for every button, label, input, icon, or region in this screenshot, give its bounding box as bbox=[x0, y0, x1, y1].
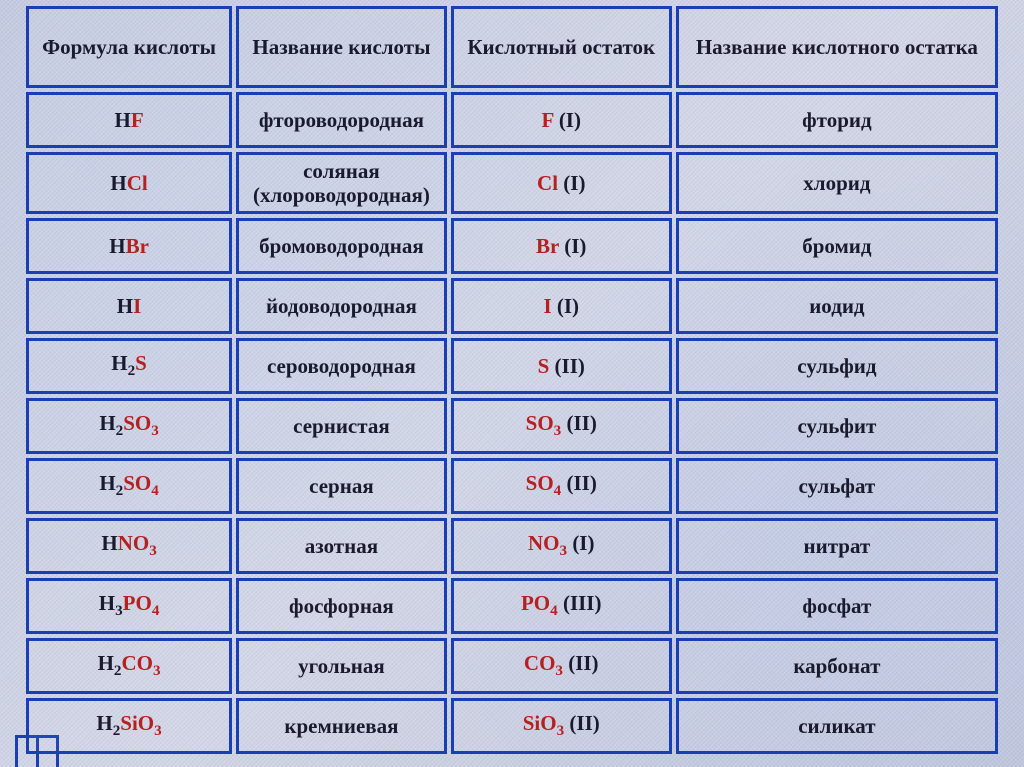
table-row: H2SсероводороднаяS (II)сульфид bbox=[26, 338, 998, 394]
cell-acid-name: фосфорная bbox=[236, 578, 447, 634]
cell-formula: HNO3 bbox=[26, 518, 232, 574]
cell-residue-name: сульфит bbox=[676, 398, 998, 454]
cell-acid-name: серная bbox=[236, 458, 447, 514]
cell-residue: PO4 (III) bbox=[451, 578, 672, 634]
table-row: H2CO3угольнаяCO3 (II)карбонат bbox=[26, 638, 998, 694]
cell-residue-name: иодид bbox=[676, 278, 998, 334]
cell-formula: H2SO3 bbox=[26, 398, 232, 454]
cell-residue-name: силикат bbox=[676, 698, 998, 754]
cell-residue: Cl (I) bbox=[451, 152, 672, 214]
table-row: H2SO3сернистаяSO3 (II)сульфит bbox=[26, 398, 998, 454]
cell-acid-name: фтороводородная bbox=[236, 92, 447, 148]
cell-acid-name: йодоводородная bbox=[236, 278, 447, 334]
cell-residue-name: бромид bbox=[676, 218, 998, 274]
cell-formula: H2CO3 bbox=[26, 638, 232, 694]
cell-acid-name: сернистая bbox=[236, 398, 447, 454]
acids-table: Формула кислоты Название кислоты Кислотн… bbox=[22, 2, 1002, 758]
cell-formula: H3PO4 bbox=[26, 578, 232, 634]
cell-residue: Br (I) bbox=[451, 218, 672, 274]
cell-residue: SO3 (II) bbox=[451, 398, 672, 454]
cell-residue: CO3 (II) bbox=[451, 638, 672, 694]
cell-residue: NO3 (I) bbox=[451, 518, 672, 574]
table-row: H2SiO3кремниеваяSiO3 (II)силикат bbox=[26, 698, 998, 754]
cell-residue: SO4 (II) bbox=[451, 458, 672, 514]
cell-residue-name: сульфид bbox=[676, 338, 998, 394]
cell-formula: HF bbox=[26, 92, 232, 148]
cell-residue-name: нитрат bbox=[676, 518, 998, 574]
cell-residue: SiO3 (II) bbox=[451, 698, 672, 754]
col-header-acid-name: Название кислоты bbox=[236, 6, 447, 88]
cell-acid-name: азотная bbox=[236, 518, 447, 574]
col-header-formula: Формула кислоты bbox=[26, 6, 232, 88]
cell-acid-name: угольная bbox=[236, 638, 447, 694]
cell-acid-name: бромоводородная bbox=[236, 218, 447, 274]
table-row: HFфтороводороднаяF (I)фторид bbox=[26, 92, 998, 148]
cell-residue-name: фосфат bbox=[676, 578, 998, 634]
cell-residue-name: хлорид bbox=[676, 152, 998, 214]
cell-residue: S (II) bbox=[451, 338, 672, 394]
cell-formula: HBr bbox=[26, 218, 232, 274]
table-row: H3PO4фосфорнаяPO4 (III)фосфат bbox=[26, 578, 998, 634]
cell-acid-name: сероводородная bbox=[236, 338, 447, 394]
table-row: HNO3азотнаяNO3 (I)нитрат bbox=[26, 518, 998, 574]
col-header-residue: Кислотный остаток bbox=[451, 6, 672, 88]
cell-formula: H2SiO3 bbox=[26, 698, 232, 754]
cell-residue-name: карбонат bbox=[676, 638, 998, 694]
cell-formula: HI bbox=[26, 278, 232, 334]
cell-residue: I (I) bbox=[451, 278, 672, 334]
table-row: HIйодоводороднаяI (I)иодид bbox=[26, 278, 998, 334]
table-row: HClсоляная(хлороводородная)Cl (I)хлорид bbox=[26, 152, 998, 214]
cell-formula: H2SO4 bbox=[26, 458, 232, 514]
cell-acid-name: кремниевая bbox=[236, 698, 447, 754]
cell-acid-name: соляная(хлороводородная) bbox=[236, 152, 447, 214]
table-row: HBrбромоводороднаяBr (I)бромид bbox=[26, 218, 998, 274]
cell-residue-name: сульфат bbox=[676, 458, 998, 514]
header-row: Формула кислоты Название кислоты Кислотн… bbox=[26, 6, 998, 88]
cell-formula: H2S bbox=[26, 338, 232, 394]
cell-formula: HCl bbox=[26, 152, 232, 214]
col-header-residue-name: Название кислотного остатка bbox=[676, 6, 998, 88]
cell-residue: F (I) bbox=[451, 92, 672, 148]
cell-residue-name: фторид bbox=[676, 92, 998, 148]
table-row: H2SO4сернаяSO4 (II)сульфат bbox=[26, 458, 998, 514]
